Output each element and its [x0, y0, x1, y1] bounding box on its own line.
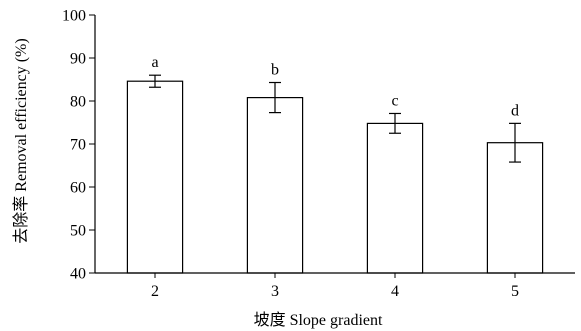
x-tick-label-3: 3 — [271, 283, 279, 300]
bar-3 — [246, 96, 304, 274]
significance-letters-layer: a b c d — [151, 54, 519, 119]
significance-letter-4: c — [391, 93, 398, 110]
axes-layer: 2 3 4 5 40 50 60 70 80 90 100 — [62, 8, 575, 300]
x-axis-title: 坡度 Slope gradient — [254, 311, 383, 329]
y-axis-title: 去除率 Removal efficiency (%) — [12, 38, 30, 243]
y-tick-label-60: 60 — [70, 180, 86, 197]
error-bars-layer — [149, 74, 521, 163]
bar-4 — [366, 122, 424, 274]
x-tick-label-5: 5 — [511, 283, 519, 300]
bars-layer — [126, 80, 544, 274]
y-tick-label-90: 90 — [70, 51, 86, 68]
bar-2 — [126, 80, 184, 274]
y-tick-label-100: 100 — [62, 8, 86, 25]
significance-letter-5: d — [511, 102, 519, 119]
y-tick-label-80: 80 — [70, 94, 86, 111]
y-tick-label-40: 40 — [70, 266, 86, 283]
y-tick-label-70: 70 — [70, 137, 86, 154]
significance-letter-2: a — [151, 54, 158, 71]
x-tick-label-4: 4 — [391, 283, 399, 300]
significance-letter-3: b — [271, 62, 279, 79]
bar-5 — [486, 142, 544, 274]
y-tick-label-50: 50 — [70, 223, 86, 240]
x-tick-label-2: 2 — [151, 283, 159, 300]
